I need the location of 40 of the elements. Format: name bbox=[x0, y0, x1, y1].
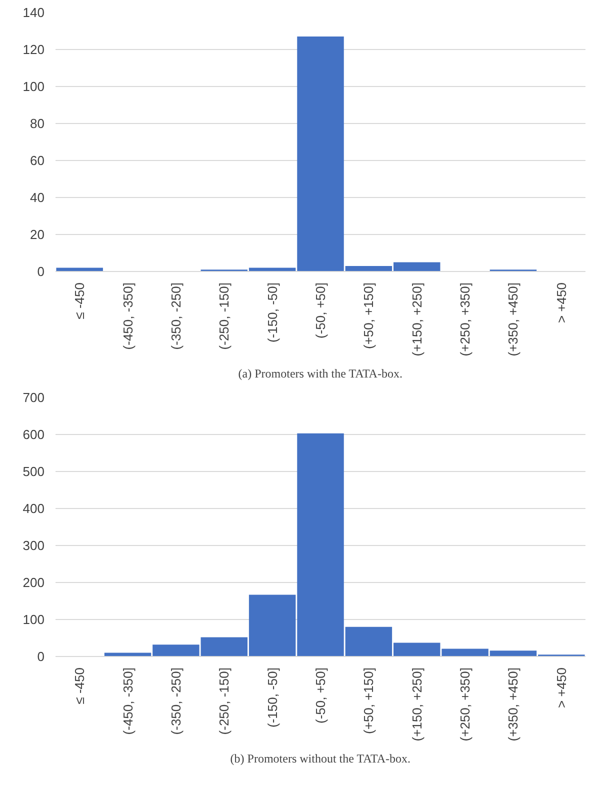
y-tick-label: 80 bbox=[30, 116, 45, 131]
x-tick-label: (+250, +350] bbox=[458, 667, 473, 742]
x-tick-label: (-350, -250] bbox=[168, 668, 184, 735]
x-tick-label: (-150, -50] bbox=[264, 282, 280, 342]
y-tick-label: 700 bbox=[22, 390, 45, 405]
y-tick-label: 400 bbox=[22, 501, 45, 516]
y-tick-label: 200 bbox=[22, 575, 45, 590]
y-tick-label: 60 bbox=[30, 153, 45, 168]
text: (a) Promoters with the TATA-box. bbox=[238, 366, 402, 380]
y-tick-label: 40 bbox=[30, 190, 45, 205]
text: (b) Promoters without the TATA-box. bbox=[230, 752, 410, 766]
y-tick-label: 140 bbox=[22, 5, 45, 20]
x-tick-label: > +450 bbox=[554, 282, 569, 323]
x-tick-label: (+350, +450] bbox=[506, 282, 521, 356]
x-tick-label: (-450, -350] bbox=[120, 668, 136, 735]
x-tick-label: (+350, +450] bbox=[506, 667, 521, 742]
y-tick-label: 500 bbox=[22, 464, 45, 479]
x-tick-label: (-250, -150] bbox=[216, 282, 232, 350]
y-tick-label: 120 bbox=[22, 42, 45, 57]
x-tick-label: (+250, +350] bbox=[458, 282, 473, 356]
y-tick-label: 0 bbox=[37, 649, 45, 664]
x-tick-label: (-150, -50] bbox=[264, 667, 280, 728]
x-tick-label: (+50, +150] bbox=[361, 282, 376, 349]
x-tick-label: (-350, -250] bbox=[168, 282, 184, 350]
x-tick-label: (-50, +50] bbox=[313, 282, 328, 339]
x-tick-label: (-50, +50] bbox=[313, 667, 328, 724]
y-tick-label: 100 bbox=[22, 79, 45, 94]
x-tick-label: (+150, +250] bbox=[409, 667, 424, 742]
x-tick-label: ≤ -450 bbox=[72, 668, 88, 704]
x-tick-label: ≤ -450 bbox=[72, 282, 88, 320]
y-tick-label: 0 bbox=[37, 264, 45, 279]
x-tick-label: (-250, -150] bbox=[216, 668, 232, 735]
x-tick-label: (+150, +250] bbox=[409, 282, 424, 356]
x-tick-label: (-450, -350] bbox=[120, 282, 136, 350]
x-tick-label: > +450 bbox=[554, 667, 569, 708]
x-tick-label: (+50, +150] bbox=[361, 668, 376, 734]
y-tick-label: 600 bbox=[22, 427, 45, 442]
y-tick-label: 300 bbox=[22, 538, 45, 553]
y-tick-label: 20 bbox=[30, 227, 45, 242]
y-tick-label: 100 bbox=[22, 612, 45, 627]
